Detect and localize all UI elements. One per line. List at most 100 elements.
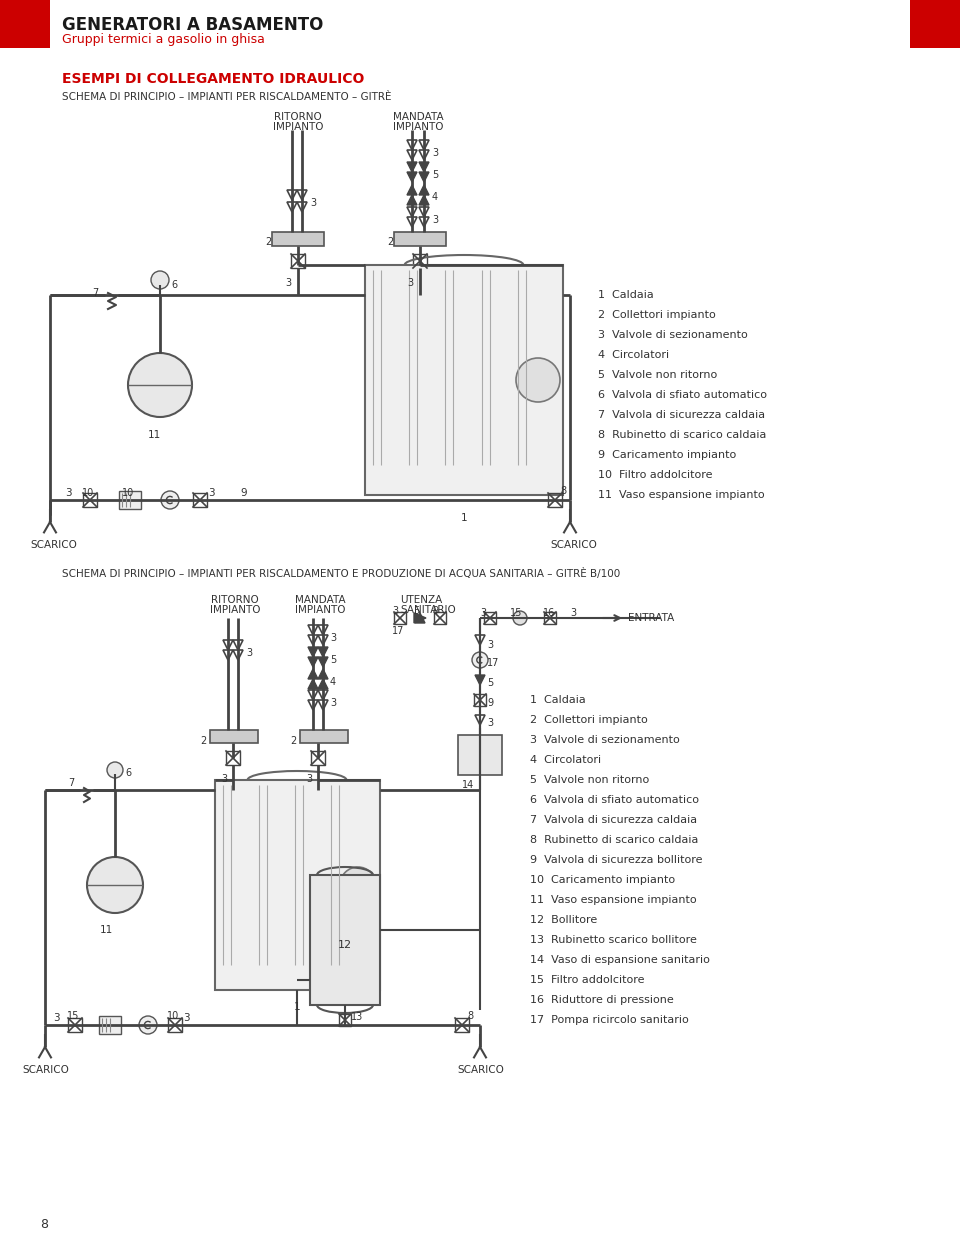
Text: RITORNO: RITORNO xyxy=(211,596,259,605)
Bar xyxy=(291,254,305,268)
Text: 8  Rubinetto di scarico caldaia: 8 Rubinetto di scarico caldaia xyxy=(598,430,766,440)
Circle shape xyxy=(139,1016,157,1034)
Text: 13  Rubinetto scarico bollitore: 13 Rubinetto scarico bollitore xyxy=(530,935,697,944)
Text: 17  Pompa ricircolo sanitario: 17 Pompa ricircolo sanitario xyxy=(530,1015,688,1025)
Text: 11  Vaso espansione impianto: 11 Vaso espansione impianto xyxy=(598,490,764,501)
Polygon shape xyxy=(419,195,429,205)
Text: 11: 11 xyxy=(148,430,161,440)
Text: 1: 1 xyxy=(294,1002,300,1012)
Text: 1: 1 xyxy=(461,513,468,523)
Text: 3  Valvole di sezionamento: 3 Valvole di sezionamento xyxy=(530,735,680,745)
Text: 3: 3 xyxy=(432,215,438,224)
Bar xyxy=(272,232,324,247)
Circle shape xyxy=(128,353,192,417)
Bar xyxy=(300,730,348,743)
Text: 12: 12 xyxy=(338,940,352,949)
Circle shape xyxy=(161,491,179,509)
Text: 3: 3 xyxy=(407,277,413,289)
Text: 3: 3 xyxy=(221,774,228,784)
Polygon shape xyxy=(318,679,328,689)
Bar xyxy=(215,780,380,990)
Polygon shape xyxy=(407,162,417,171)
Bar xyxy=(0,0,50,48)
Text: 15: 15 xyxy=(510,608,522,618)
Text: 4: 4 xyxy=(330,677,336,687)
Text: 5  Valvole non ritorno: 5 Valvole non ritorno xyxy=(598,370,717,380)
Text: MANDATA: MANDATA xyxy=(393,112,444,122)
Text: 2: 2 xyxy=(290,736,297,746)
Text: 4: 4 xyxy=(432,192,438,202)
Text: 15: 15 xyxy=(67,1011,80,1021)
Text: SCHEMA DI PRINCIPIO – IMPIANTI PER RISCALDAMENTO – GITRÈ: SCHEMA DI PRINCIPIO – IMPIANTI PER RISCA… xyxy=(62,92,392,102)
Circle shape xyxy=(107,762,123,778)
Text: 10  Caricamento impianto: 10 Caricamento impianto xyxy=(530,875,675,885)
Text: 3  Valvole di sezionamento: 3 Valvole di sezionamento xyxy=(598,330,748,340)
Bar xyxy=(311,751,325,764)
Polygon shape xyxy=(475,674,485,686)
Text: SCARICO: SCARICO xyxy=(457,1065,504,1075)
Bar xyxy=(226,751,240,764)
Text: 6: 6 xyxy=(171,280,178,290)
Polygon shape xyxy=(419,162,429,171)
Text: IMPIANTO: IMPIANTO xyxy=(393,122,444,132)
Bar xyxy=(83,493,97,507)
Text: 2: 2 xyxy=(200,736,206,746)
Text: 9: 9 xyxy=(432,605,438,616)
Text: 3: 3 xyxy=(487,640,493,650)
Text: IMPIANTO: IMPIANTO xyxy=(209,605,260,615)
Bar xyxy=(210,730,258,743)
Text: 8: 8 xyxy=(560,486,566,496)
Text: 1  Caldaia: 1 Caldaia xyxy=(598,290,654,300)
Text: 8: 8 xyxy=(40,1218,48,1231)
Bar xyxy=(365,265,563,494)
Text: 9: 9 xyxy=(240,488,247,498)
Bar xyxy=(394,612,406,624)
Polygon shape xyxy=(407,185,417,195)
Text: 17: 17 xyxy=(487,658,499,668)
Polygon shape xyxy=(407,171,417,182)
Circle shape xyxy=(472,652,488,668)
Polygon shape xyxy=(308,657,318,667)
Text: 5: 5 xyxy=(413,605,420,616)
Text: 14  Vaso di espansione sanitario: 14 Vaso di espansione sanitario xyxy=(530,956,709,965)
Text: SANITARIO: SANITARIO xyxy=(400,605,456,615)
Text: 3: 3 xyxy=(432,148,438,158)
Text: 3: 3 xyxy=(570,608,576,618)
Polygon shape xyxy=(414,613,426,623)
Text: 5  Valvole non ritorno: 5 Valvole non ritorno xyxy=(530,776,649,785)
Text: 3: 3 xyxy=(53,1014,60,1023)
Text: 3: 3 xyxy=(306,774,312,784)
Text: 3: 3 xyxy=(183,1014,190,1023)
Text: 2: 2 xyxy=(265,237,272,247)
Text: 3: 3 xyxy=(392,605,398,616)
Bar xyxy=(434,612,446,624)
Bar xyxy=(455,1018,469,1032)
Text: 10  Filtro addolcitore: 10 Filtro addolcitore xyxy=(598,470,712,480)
Bar xyxy=(339,1014,351,1026)
Text: 10: 10 xyxy=(82,488,94,498)
Bar xyxy=(484,612,496,624)
Text: SCARICO: SCARICO xyxy=(30,540,77,550)
Text: 5: 5 xyxy=(432,170,439,180)
Polygon shape xyxy=(415,613,425,623)
Text: GENERATORI A BASAMENTO: GENERATORI A BASAMENTO xyxy=(62,16,324,35)
Bar xyxy=(458,735,502,776)
Text: 2  Collettori impianto: 2 Collettori impianto xyxy=(598,309,716,321)
Text: 10: 10 xyxy=(122,488,134,498)
Bar xyxy=(119,491,141,509)
Text: 3: 3 xyxy=(310,199,316,208)
Text: 17: 17 xyxy=(392,626,404,636)
Text: 9: 9 xyxy=(487,698,493,708)
Text: SCARICO: SCARICO xyxy=(550,540,597,550)
Bar xyxy=(544,612,556,624)
Text: SCARICO: SCARICO xyxy=(22,1065,69,1075)
Text: 5: 5 xyxy=(330,655,336,665)
Bar xyxy=(310,875,380,1005)
Bar xyxy=(474,694,486,707)
Bar xyxy=(99,1016,121,1034)
Circle shape xyxy=(516,358,560,402)
Text: 4  Circolatori: 4 Circolatori xyxy=(598,350,669,360)
Text: 2  Collettori impianto: 2 Collettori impianto xyxy=(530,715,648,725)
Text: 15  Filtro addolcitore: 15 Filtro addolcitore xyxy=(530,975,644,985)
Circle shape xyxy=(87,857,143,912)
